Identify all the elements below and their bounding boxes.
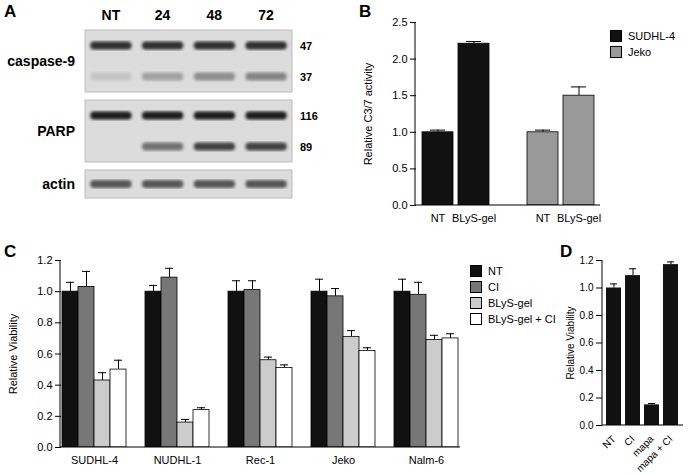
svg-text:116: 116 [300,110,318,122]
svg-text:0.2: 0.2 [580,392,594,403]
svg-text:47: 47 [300,40,312,52]
html-text:C: C [4,242,17,261]
svg-text:NT: NT [431,212,446,224]
svg-text:0.0: 0.0 [580,420,594,431]
svg-text:actin: actin [42,176,75,192]
svg-text:NUDHL-1: NUDHL-1 [154,454,202,466]
svg-text:CI: CI [621,433,637,449]
svg-text:BLyS-gel: BLyS-gel [452,212,496,224]
html-text:A: A [4,2,17,21]
html-text:B: B [359,2,372,21]
svg-text:BLyS-gel: BLyS-gel [557,212,601,224]
svg-text:2.0: 2.0 [392,53,407,65]
svg-text:48: 48 [207,7,223,23]
svg-text:caspase-9: caspase-9 [7,53,75,69]
svg-text:1.5: 1.5 [392,89,407,101]
svg-text:24: 24 [155,7,171,23]
svg-text:37: 37 [300,71,312,83]
svg-text:0.0: 0.0 [392,199,407,211]
svg-text:2.5: 2.5 [392,16,407,28]
svg-text:0.4: 0.4 [37,379,52,391]
svg-text:mapa + CI: mapa + CI [634,433,675,474]
svg-text:Relative Viability: Relative Viability [565,306,576,379]
html-text:Jeko: Jeko [628,46,652,58]
svg-text:72: 72 [258,7,274,23]
svg-text:1.0: 1.0 [392,126,407,138]
svg-text:0.5: 0.5 [392,162,407,174]
svg-text:0.2: 0.2 [37,410,52,422]
svg-text:Jeko: Jeko [332,454,355,466]
svg-text:0.6: 0.6 [580,337,594,348]
svg-text:NT: NT [102,7,121,23]
html-text:CI: CI [488,281,499,293]
html-text:D: D [560,242,573,261]
svg-text:NT: NT [536,212,551,224]
svg-text:1.0: 1.0 [37,285,52,297]
svg-text:1.0: 1.0 [580,282,594,293]
svg-text:Relative C3/7 activity: Relative C3/7 activity [362,62,374,165]
svg-text:1.2: 1.2 [37,254,52,266]
svg-text:PARP: PARP [37,123,75,139]
html-text:BLyS-gel + CI: BLyS-gel + CI [488,313,556,325]
html-text:NT: NT [488,265,503,277]
html-text:SUDHL-4: SUDHL-4 [628,30,676,42]
svg-text:0.0: 0.0 [37,441,52,453]
svg-text:NT: NT [600,433,617,450]
html-text:BLyS-gel: BLyS-gel [488,297,533,309]
svg-text:0.4: 0.4 [580,365,594,376]
svg-text:1.2: 1.2 [580,255,594,266]
svg-text:Rec-1: Rec-1 [246,454,275,466]
svg-text:Nalm-6: Nalm-6 [409,454,444,466]
svg-text:Relative Viability: Relative Viability [7,313,19,394]
svg-text:0.8: 0.8 [580,310,594,321]
svg-text:0.6: 0.6 [37,348,52,360]
svg-text:SUDHL-4: SUDHL-4 [71,454,118,466]
svg-text:89: 89 [300,141,312,153]
svg-text:0.8: 0.8 [37,316,52,328]
